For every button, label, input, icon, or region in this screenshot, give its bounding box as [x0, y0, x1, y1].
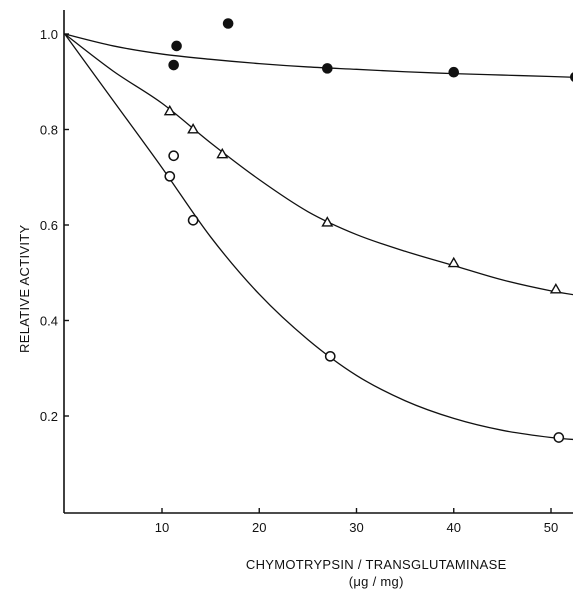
x-axis-units: (μg / mg)	[349, 574, 404, 589]
series-curves	[64, 33, 573, 441]
open-triangle-point	[447, 256, 460, 268]
filled-circle-point	[322, 63, 333, 74]
filled-circle-point	[168, 59, 179, 71]
open-triangle-point	[187, 123, 200, 134]
open-circle-point	[168, 150, 180, 162]
x-tick-label: 10	[155, 520, 169, 535]
x-tick-label: 50	[544, 520, 558, 535]
filled-circle-point	[448, 66, 460, 78]
y-tick-label: 0.2	[40, 409, 58, 424]
filled-circle-point	[570, 72, 573, 82]
open-triangle-point	[321, 216, 334, 227]
x-tick-label: 30	[349, 520, 363, 535]
open-circle-point	[553, 432, 565, 443]
tick-labels: 10 20 30 40 50 0.2 0.4 0.6 0.8 1.0	[40, 27, 558, 535]
open-circle-point	[164, 170, 176, 182]
y-tick-label: 0.8	[40, 123, 58, 138]
y-axis-label: RELATIVE ACTIVITY	[17, 225, 32, 353]
open-triangle-point	[216, 147, 229, 159]
series-1-curve	[64, 33, 573, 296]
y-tick-label: 0.4	[40, 314, 58, 329]
y-tick-label: 0.6	[40, 218, 58, 233]
open-circle-point	[324, 350, 336, 362]
filled-circle-point	[222, 18, 234, 29]
x-tick-label: 40	[447, 520, 461, 535]
series-points	[163, 18, 573, 443]
series-0-curve	[64, 33, 573, 78]
filled-circle-point	[171, 40, 182, 52]
x-tick-label: 20	[252, 520, 266, 535]
x-axis-label: CHYMOTRYPSIN / TRANSGLUTAMINASE	[246, 557, 507, 572]
open-circle-point	[187, 214, 199, 226]
series-2-curve	[64, 33, 573, 441]
open-triangle-point	[549, 283, 562, 294]
open-triangle-point	[163, 104, 176, 116]
chart-axes	[63, 10, 573, 514]
y-tick-label: 1.0	[40, 27, 58, 42]
